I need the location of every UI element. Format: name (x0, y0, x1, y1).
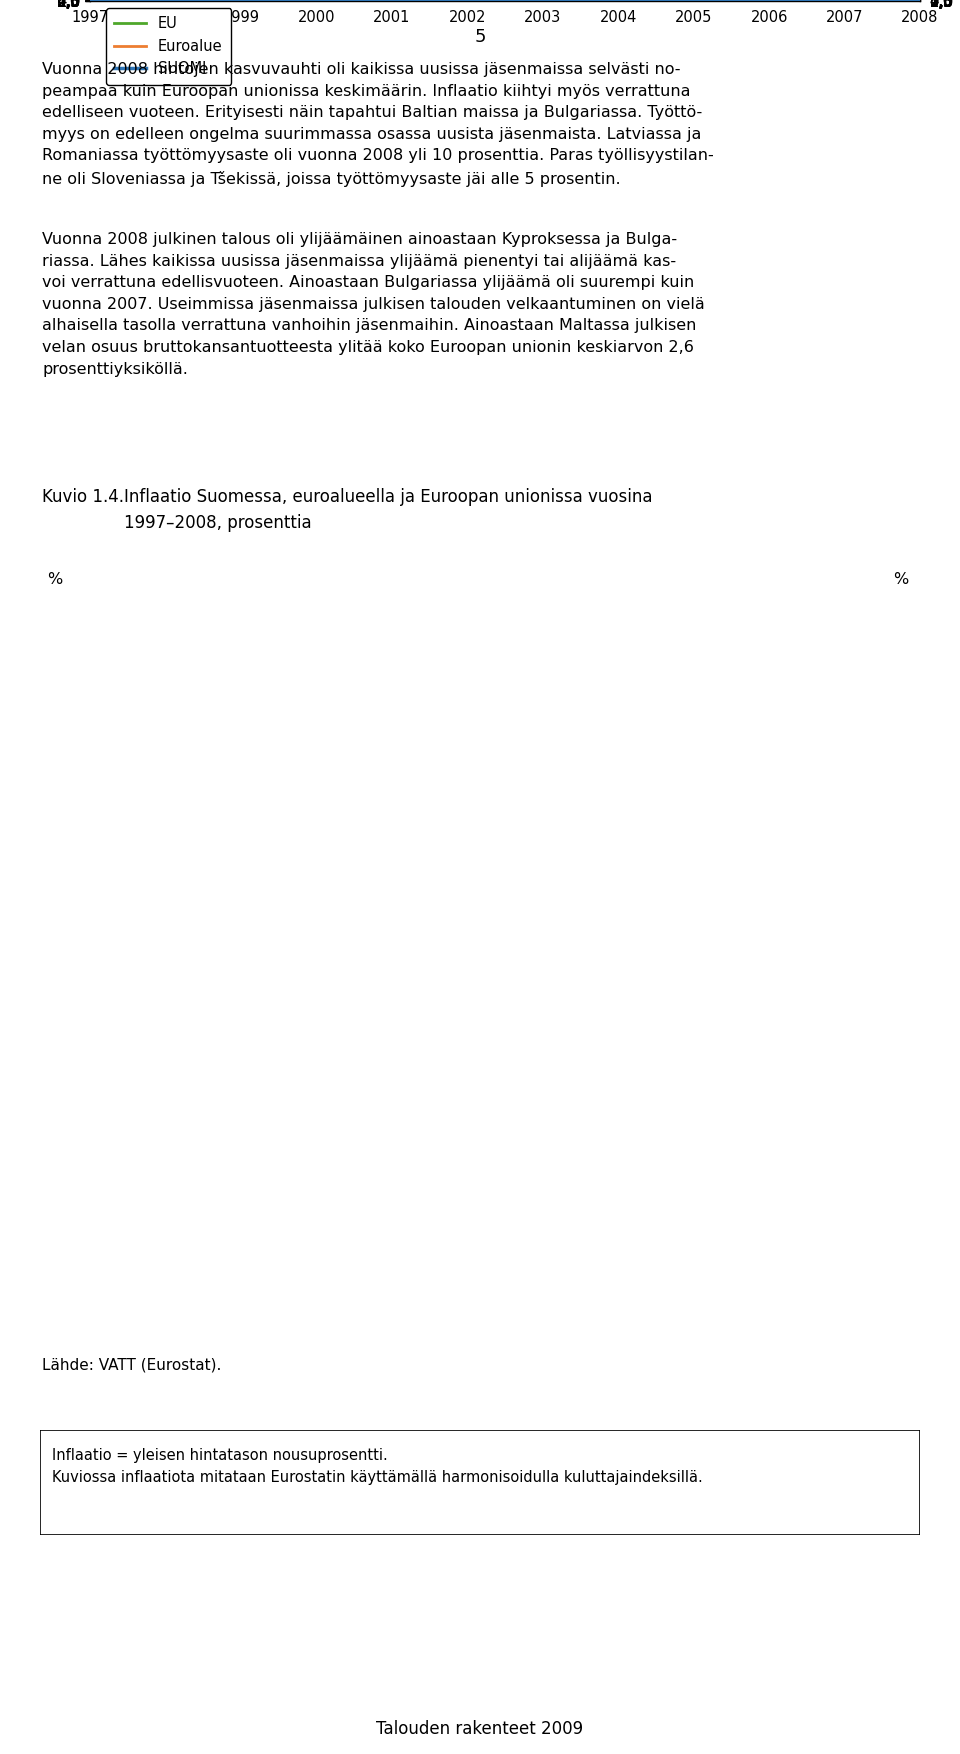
Text: Kuvio 1.4.: Kuvio 1.4. (42, 488, 124, 505)
Legend: EU, Euroalue, SUOMI: EU, Euroalue, SUOMI (106, 7, 231, 84)
Text: 5: 5 (474, 28, 486, 46)
Text: Inflaatio = yleisen hintatason nousuprosentti.
Kuviossa inflaatiota mitataan Eur: Inflaatio = yleisen hintatason nousupros… (52, 1449, 703, 1484)
Text: Vuonna 2008 hintojen kasvuvauhti oli kaikissa uusissa jäsenmaissa selvästi no-
p: Vuonna 2008 hintojen kasvuvauhti oli kai… (42, 61, 713, 186)
Text: Talouden rakenteet 2009: Talouden rakenteet 2009 (376, 1721, 584, 1738)
Text: Vuonna 2008 julkinen talous oli ylijäämäinen ainoastaan Kyproksessa ja Bulga-
ri: Vuonna 2008 julkinen talous oli ylijäämä… (42, 232, 705, 377)
Text: Lähde: VATT (Eurostat).: Lähde: VATT (Eurostat). (42, 1358, 222, 1373)
Text: %: % (893, 572, 908, 588)
Text: Inflaatio Suomessa, euroalueella ja Euroopan unionissa vuosina
1997–2008, prosen: Inflaatio Suomessa, euroalueella ja Euro… (124, 488, 653, 531)
Text: %: % (47, 572, 62, 588)
